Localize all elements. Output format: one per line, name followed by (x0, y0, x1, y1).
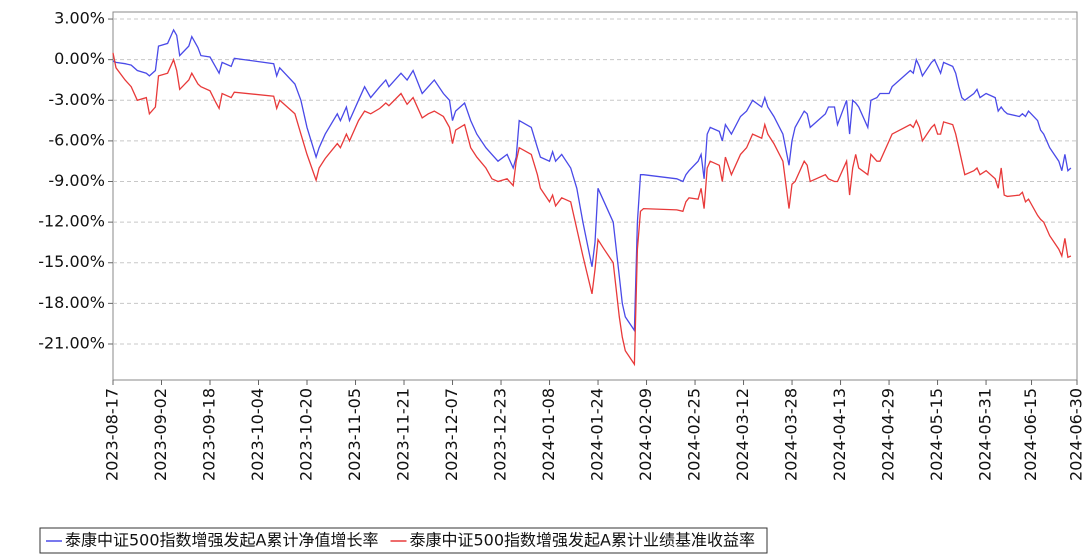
x-tick-label: 2024-04-29 (879, 388, 898, 481)
x-tick-label: 2023-12-23 (491, 388, 510, 481)
x-tick-label: 2024-03-28 (782, 388, 801, 481)
x-tick-label: 2024-01-24 (588, 388, 607, 481)
x-tick-label: 2023-09-02 (151, 388, 170, 481)
x-tick-label: 2023-10-20 (297, 388, 316, 481)
y-tick-label: -15.00% (38, 252, 105, 271)
x-tick-label: 2023-09-18 (200, 388, 219, 481)
series-line (112, 28, 1072, 333)
plot-frame (112, 11, 1078, 381)
y-tick-label: -18.00% (38, 293, 105, 312)
series-line (112, 52, 1072, 367)
x-tick-label: 2024-05-31 (976, 388, 995, 481)
x-tick-label: 2023-12-07 (442, 388, 461, 481)
x-tick-label: 2024-06-15 (1021, 388, 1040, 481)
x-tick-label: 2024-01-08 (539, 388, 558, 481)
x-tick-label: 2024-02-09 (636, 388, 655, 481)
legend-label: 泰康中证500指数增强发起A累计业绩基准收益率 (410, 531, 756, 550)
legend-label: 泰康中证500指数增强发起A累计净值增长率 (65, 531, 379, 550)
x-tick-label: 2023-10-04 (248, 388, 267, 481)
y-tick-label: -12.00% (38, 212, 105, 231)
x-tick-label: 2023-11-21 (394, 388, 413, 481)
y-tick-label: -21.00% (38, 333, 105, 352)
x-tick-label: 2024-02-25 (685, 388, 704, 481)
x-tick-label: 2023-11-05 (345, 388, 364, 481)
x-tick-label: 2023-08-17 (103, 388, 122, 481)
y-tick-label: 3.00% (54, 9, 105, 28)
y-tick-label: -3.00% (48, 90, 105, 109)
x-tick-label: 2024-03-12 (733, 388, 752, 481)
x-tick-label: 2024-04-13 (830, 388, 849, 481)
x-tick-label: 2024-06-30 (1067, 388, 1086, 481)
y-tick-label: -6.00% (48, 130, 105, 149)
x-tick-label: 2024-05-15 (927, 388, 946, 481)
y-tick-label: 0.00% (54, 49, 105, 68)
y-tick-label: -9.00% (48, 171, 105, 190)
